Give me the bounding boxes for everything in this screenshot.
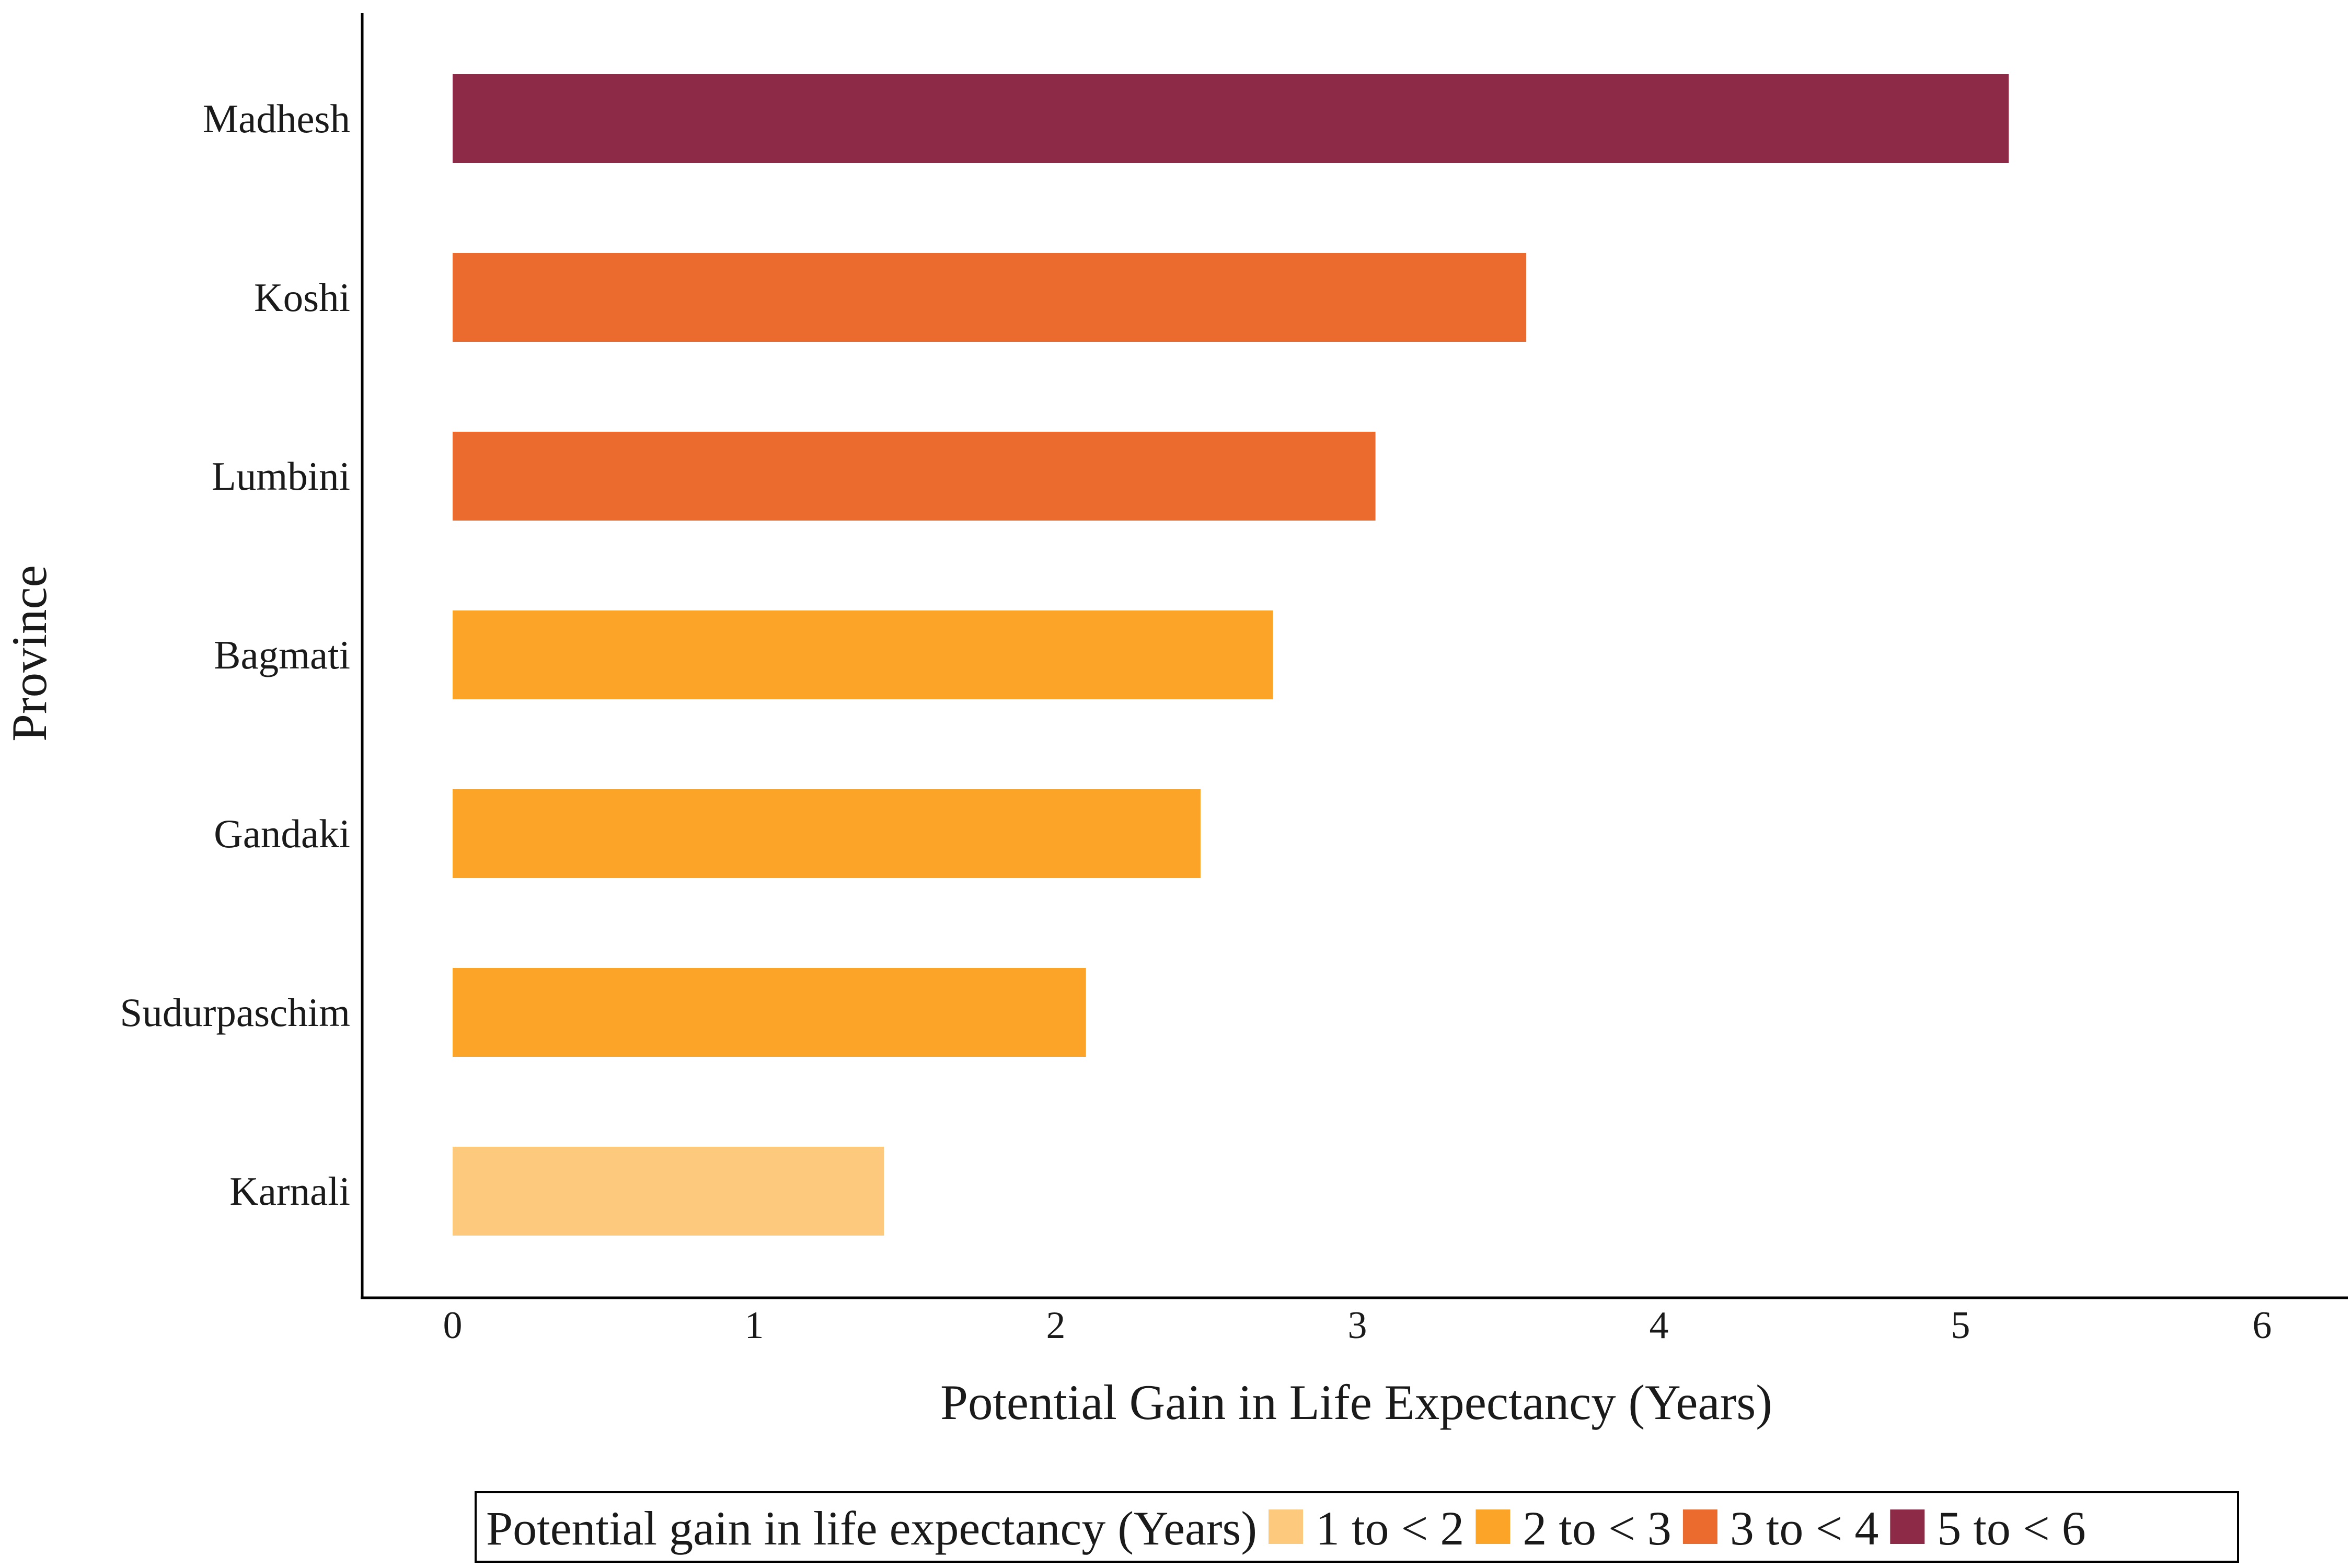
legend-label-5-to-6: 5 to < 6 <box>1937 1502 2085 1555</box>
bar-bagmati <box>453 610 1273 699</box>
category-label-sudurpaschim: Sudurpaschim <box>120 990 350 1035</box>
bar-lumbini <box>453 432 1376 521</box>
category-label-madhesh: Madhesh <box>203 96 350 141</box>
x-tick-label: 0 <box>443 1304 463 1347</box>
y-axis-title: Province <box>2 565 57 742</box>
category-label-koshi: Koshi <box>254 275 350 320</box>
legend-items: 1 to < 2 2 to < 3 3 to < 4 5 to < 6 <box>1268 1502 2086 1555</box>
legend: Potential gain in life expectancy (Years… <box>475 1491 2239 1563</box>
x-tick-labels: 0 1 2 3 4 5 6 <box>443 1304 2272 1347</box>
category-label-karnali: Karnali <box>229 1169 350 1214</box>
bars <box>453 74 2009 1236</box>
legend-border <box>475 1491 2239 1563</box>
bar-sudurpaschim <box>453 968 1086 1057</box>
x-tick-label: 2 <box>1046 1304 1066 1347</box>
legend-label-1-to-2: 1 to < 2 <box>1316 1502 1464 1555</box>
x-tick-label: 6 <box>2253 1304 2272 1347</box>
legend-swatch-2-to-3 <box>1475 1509 1511 1544</box>
x-axis-title: Potential Gain in Life Expectancy (Years… <box>940 1375 1772 1430</box>
category-labels: Madhesh Koshi Lumbini Bagmati Gandaki Sudurpa… <box>120 96 350 1214</box>
legend-swatch-3-to-4 <box>1682 1509 1717 1544</box>
bar-madhesh <box>453 74 2009 163</box>
bar-gandaki <box>453 789 1201 878</box>
bar-koshi <box>453 253 1527 342</box>
x-tick-label: 3 <box>1348 1304 1367 1347</box>
category-label-gandaki: Gandaki <box>214 811 350 856</box>
x-tick-label: 5 <box>1951 1304 1970 1347</box>
legend-title: Potential gain in life expectancy (Years… <box>486 1502 1257 1555</box>
category-label-bagmati: Bagmati <box>214 632 350 677</box>
x-tick-label: 4 <box>1650 1304 1669 1347</box>
category-label-lumbini: Lumbini <box>212 454 350 499</box>
legend-label-2-to-3: 2 to < 3 <box>1523 1502 1671 1555</box>
legend-swatch-5-to-6 <box>1890 1509 1925 1544</box>
legend-label-3-to-4: 3 to < 4 <box>1730 1502 1878 1555</box>
x-tick-label: 1 <box>745 1304 764 1347</box>
legend-swatch-1-to-2 <box>1268 1509 1303 1544</box>
bar-karnali <box>453 1147 884 1236</box>
